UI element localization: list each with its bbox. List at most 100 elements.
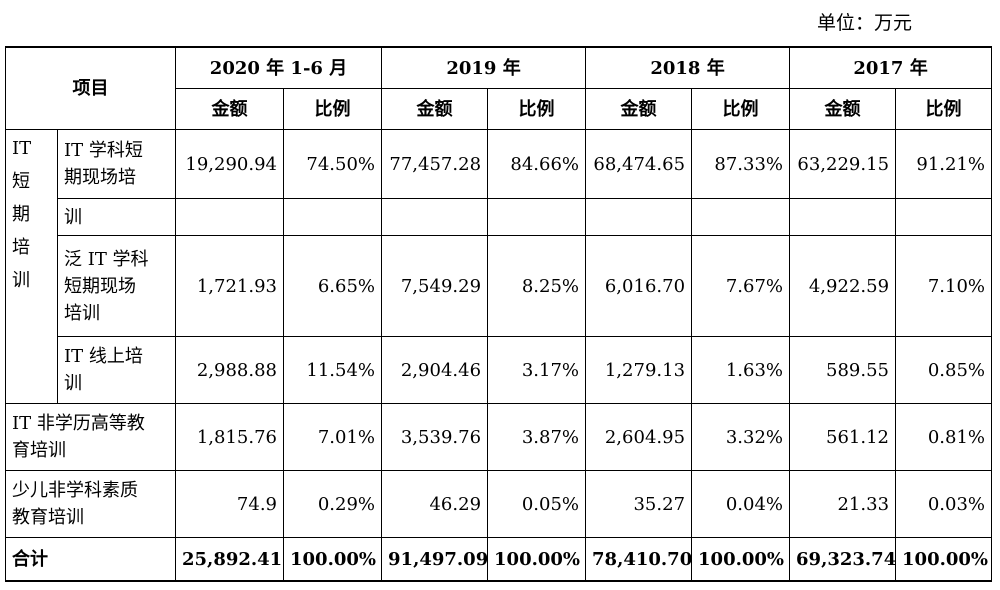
row-label-line: 育培训 <box>12 440 66 461</box>
row-label-line: 泛 IT 学科 <box>64 248 149 270</box>
cell-amount: 25,892.41 <box>175 537 284 582</box>
header-ratio: 比例 <box>487 88 587 130</box>
cell-ratio: 74.50% <box>282 129 383 199</box>
row-label-line: 教育培训 <box>12 507 84 528</box>
table-row-total: 合计 25,892.41 100.00% 91,497.09 100.00% 7… <box>5 537 993 582</box>
cell-empty <box>789 198 897 236</box>
cell-empty <box>175 198 284 236</box>
cell-amount: 21.33 <box>789 470 897 538</box>
cell-ratio: 0.04% <box>691 470 791 538</box>
header-amount: 金额 <box>789 88 897 130</box>
cell-amount: 2,904.46 <box>381 336 489 404</box>
cell-amount: 77,457.28 <box>381 129 489 199</box>
cell-ratio: 7.10% <box>895 235 993 337</box>
row-label-children-quality: 少儿非学科素质 教育培训 <box>5 470 176 538</box>
cell-ratio: 87.33% <box>691 129 791 199</box>
header-ratio: 比例 <box>691 88 791 130</box>
table-row: IT 短 期 培 训 IT 学科短 期现场培 19,290.94 74.50% … <box>5 129 993 404</box>
cell-empty <box>282 198 383 236</box>
table-row: 少儿非学科素质 教育培训 74.9 0.29% 46.29 0.05% 35.2… <box>5 470 993 538</box>
row-label-line: IT 非学历高等教 <box>12 413 145 434</box>
cell-ratio: 3.32% <box>691 403 791 471</box>
cell-ratio: 100.00% <box>895 537 993 582</box>
cell-ratio: 100.00% <box>691 537 791 582</box>
unit-label: 单位：万元 <box>816 12 912 34</box>
group-label-line: 训 <box>12 270 30 291</box>
header-period-2017: 2017 年 <box>789 46 993 89</box>
cell-amount: 6,016.70 <box>585 235 693 337</box>
row-label-line: 短期现场 <box>64 275 136 297</box>
cell-amount: 19,290.94 <box>175 129 284 199</box>
cell-amount: 4,922.59 <box>789 235 897 337</box>
cell-ratio: 3.87% <box>487 403 587 471</box>
row-label-it-onsite-cont: 训 <box>57 198 176 236</box>
cell-ratio: 3.17% <box>487 336 587 404</box>
cell-amount: 1,721.93 <box>175 235 284 337</box>
cell-ratio: 0.03% <box>895 470 993 538</box>
header-item: 项目 <box>5 46 176 130</box>
row-label-line: IT 学科短 <box>64 140 143 161</box>
row-label-line: 培训 <box>64 302 100 324</box>
cell-amount: 2,604.95 <box>585 403 693 471</box>
header-period-2019: 2019 年 <box>381 46 587 89</box>
header-period-2020h1: 2020 年 1-6 月 <box>174 46 383 89</box>
cell-amount: 74.9 <box>175 470 284 538</box>
cell-empty <box>895 198 993 236</box>
cell-amount: 2,988.88 <box>175 336 284 404</box>
header-row-subcols: 金额 比例 金额 比例 金额 比例 金额 比例 <box>6 88 993 130</box>
table-row: 泛 IT 学科 短期现场 培训 1,721.93 6.65% 7,549.29 … <box>6 235 993 337</box>
cell-amount: 68,474.65 <box>585 129 693 199</box>
row-label-it-online: IT 线上培 训 <box>57 336 176 404</box>
cell-ratio: 84.66% <box>487 129 587 199</box>
cell-ratio: 0.81% <box>895 403 993 471</box>
cell-ratio: 100.00% <box>487 537 587 582</box>
row-label-pan-it: 泛 IT 学科 短期现场 培训 <box>57 235 176 337</box>
group-label-it-short: IT 短 期 培 训 <box>5 129 58 404</box>
cell-ratio: 0.05% <box>487 470 587 538</box>
group-label-line: 短 <box>12 171 30 192</box>
cell-ratio: 0.29% <box>282 470 383 538</box>
cell-ratio: 7.01% <box>282 403 383 471</box>
header-amount: 金额 <box>381 88 489 130</box>
row-label-it-onsite: IT 学科短 期现场培 <box>57 129 176 199</box>
table-row: IT 非学历高等教 育培训 1,815.76 7.01% 3,539.76 3.… <box>5 403 993 471</box>
cell-ratio: 7.67% <box>691 235 791 337</box>
row-label-line: 期现场培 <box>64 167 136 188</box>
cell-amount: 1,279.13 <box>585 336 693 404</box>
cell-ratio: 100.00% <box>282 537 383 582</box>
revenue-table: 项目 2020 年 1-6 月 2019 年 2018 年 2017 年 金额 … <box>5 46 993 582</box>
cell-amount: 63,229.15 <box>789 129 897 199</box>
header-amount: 金额 <box>585 88 693 130</box>
group-label-line: 期 <box>12 204 30 225</box>
cell-amount: 78,410.70 <box>585 537 692 582</box>
cell-amount: 561.12 <box>789 403 897 471</box>
cell-amount: 35.27 <box>585 470 693 538</box>
row-label-total: 合计 <box>5 537 176 582</box>
header-ratio: 比例 <box>895 88 993 130</box>
cell-empty <box>585 198 693 236</box>
cell-ratio: 1.63% <box>691 336 791 404</box>
row-label-line: 训 <box>64 373 82 394</box>
row-label-line: 少儿非学科素质 <box>12 480 138 501</box>
cell-amount: 7,549.29 <box>381 235 489 337</box>
cell-amount: 589.55 <box>789 336 897 404</box>
cell-ratio: 11.54% <box>282 336 383 404</box>
group-label-line: 培 <box>12 237 30 258</box>
cell-ratio: 91.21% <box>895 129 993 199</box>
table-row: IT 线上培 训 2,988.88 11.54% 2,904.46 3.17% … <box>6 336 993 404</box>
cell-empty <box>381 198 489 236</box>
cell-ratio: 8.25% <box>487 235 587 337</box>
header-ratio: 比例 <box>282 88 383 130</box>
header-period-2018: 2018 年 <box>585 46 791 89</box>
cell-empty <box>487 198 587 236</box>
cell-amount: 69,323.74 <box>789 537 896 582</box>
header-row-periods: 项目 2020 年 1-6 月 2019 年 2018 年 2017 年 <box>5 46 993 130</box>
cell-amount: 91,497.09 <box>381 537 488 582</box>
cell-amount: 46.29 <box>381 470 489 538</box>
row-label-line: IT 线上培 <box>64 346 143 367</box>
row-label-it-non-degree: IT 非学历高等教 育培训 <box>5 403 176 471</box>
header-amount: 金额 <box>175 88 284 130</box>
cell-empty <box>691 198 791 236</box>
cell-ratio: 0.85% <box>895 336 993 404</box>
table-row: 训 <box>6 198 993 236</box>
